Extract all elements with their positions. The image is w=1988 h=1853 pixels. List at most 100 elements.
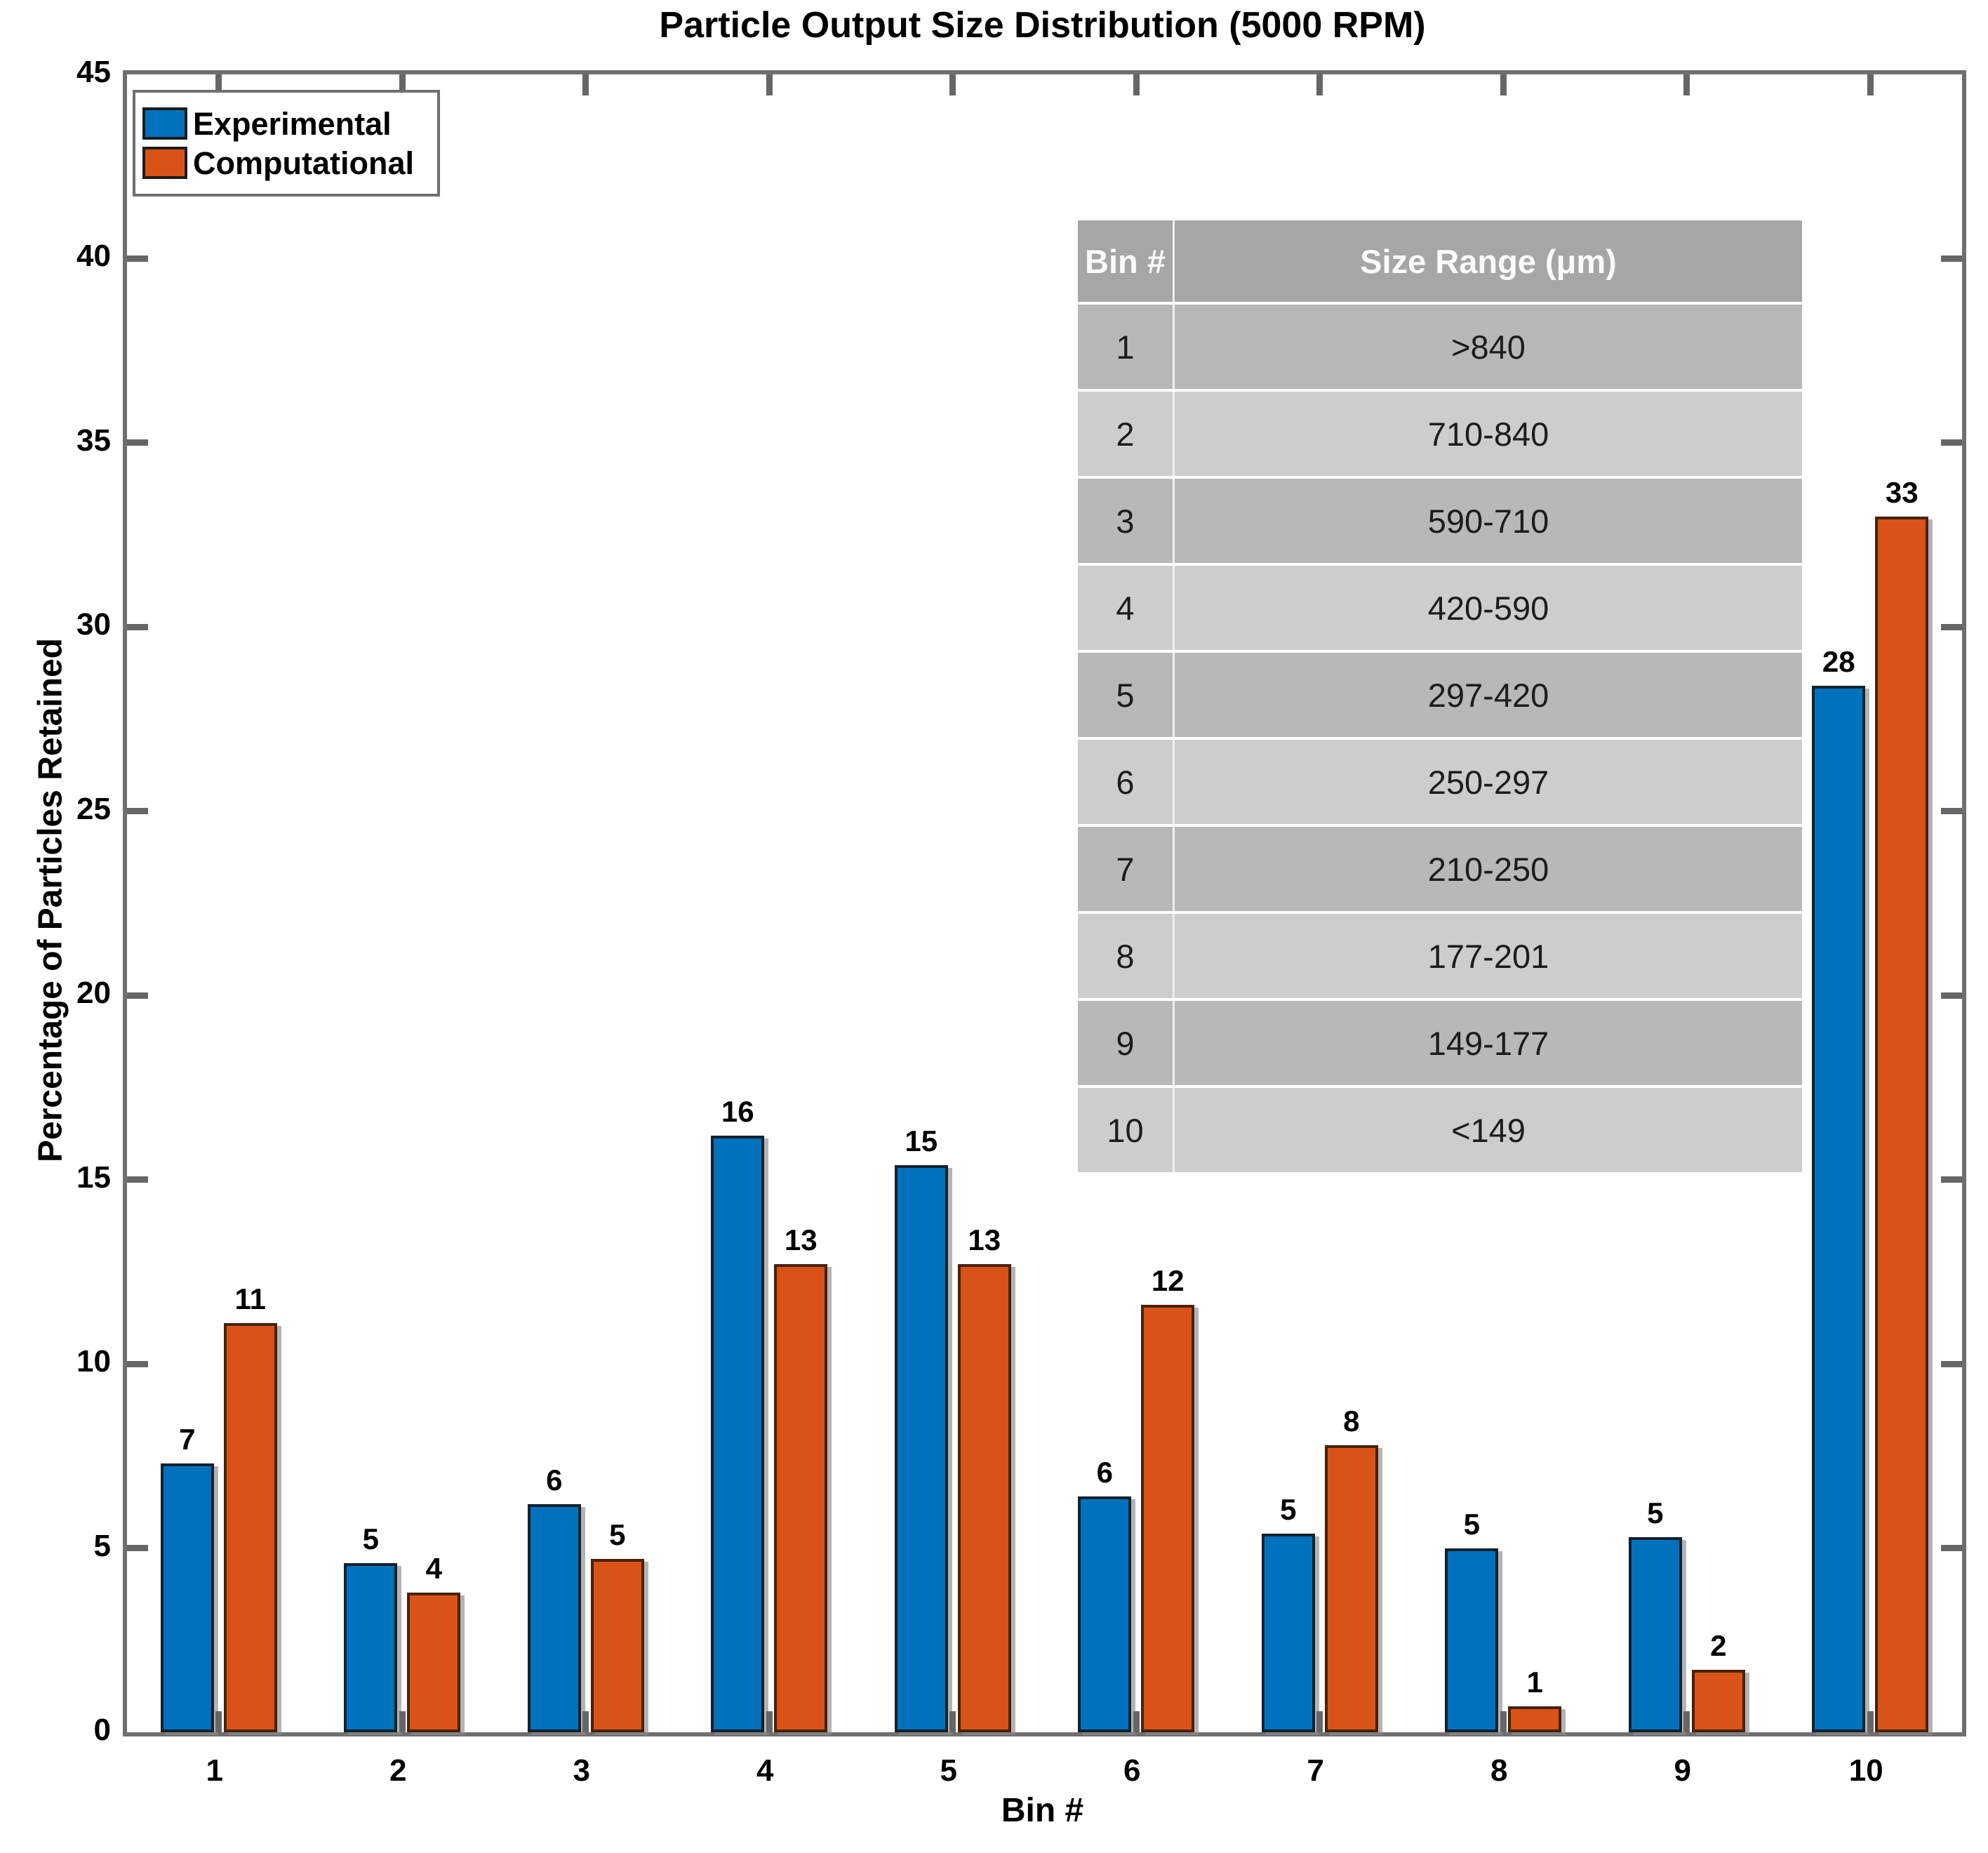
x-tick-label-9: 9 (1674, 1753, 1691, 1788)
x-tick-top-1 (215, 74, 222, 95)
x-tick-top-3 (582, 74, 589, 95)
bar-computational-bin-6 (1141, 1305, 1195, 1732)
x-tick-top-8 (1500, 74, 1507, 95)
y-tick-left-25 (127, 808, 148, 815)
y-tick-right-5 (1941, 1545, 1962, 1552)
y-tick-left-20 (127, 992, 148, 999)
y-tick-right-15 (1941, 1176, 1962, 1183)
table-cell-bin-number: 8 (1078, 914, 1175, 998)
table-cell-bin-number: 3 (1078, 479, 1175, 563)
table-cell-bin-number: 2 (1078, 392, 1175, 476)
bar-value-computational-bin-10: 33 (1885, 476, 1919, 509)
plot-inner: Experimental Computational Bin # Size Rang… (127, 74, 1962, 1732)
x-tick-bottom-9 (1683, 1711, 1690, 1732)
table-cell-bin-number: 6 (1078, 740, 1175, 824)
x-tick-bottom-1 (215, 1711, 222, 1732)
y-tick-label-25: 25 (76, 791, 111, 826)
x-tick-label-10: 10 (1848, 1753, 1883, 1788)
table-row-bin-3: 3 590-710 (1078, 479, 1802, 563)
bar-computational-bin-1 (223, 1323, 277, 1732)
bar-computational-bin-2 (407, 1593, 461, 1732)
bar-value-experimental-bin-8: 5 (1463, 1508, 1480, 1541)
bar-value-experimental-bin-1: 7 (179, 1423, 196, 1456)
legend-swatch-experimental (142, 107, 187, 140)
bar-value-experimental-bin-2: 5 (362, 1522, 379, 1555)
y-tick-right-35 (1941, 439, 1962, 446)
legend-swatch-computational (142, 147, 187, 179)
y-tick-right-10 (1941, 1360, 1962, 1367)
bar-value-computational-bin-9: 2 (1710, 1629, 1727, 1662)
bar-value-computational-bin-7: 8 (1343, 1404, 1360, 1437)
y-tick-left-40 (127, 255, 148, 262)
table-header-cell-size-range: Size Range (μm) (1360, 242, 1617, 280)
x-tick-label-1: 1 (206, 1753, 223, 1788)
table-cell-bin-number: 10 (1078, 1088, 1175, 1172)
table-cell-bin-number: 7 (1078, 827, 1175, 911)
x-tick-top-2 (399, 74, 406, 95)
x-tick-label-4: 4 (756, 1753, 774, 1788)
table-cell-size-range: 250-297 (1427, 763, 1549, 801)
bar-computational-bin-5 (957, 1264, 1011, 1732)
bar-value-experimental-bin-7: 5 (1280, 1493, 1297, 1526)
table-row-bin-5: 5 297-420 (1078, 653, 1802, 737)
bar-experimental-bin-1 (160, 1463, 214, 1732)
bar-value-computational-bin-6: 12 (1151, 1264, 1185, 1297)
bar-computational-bin-4 (774, 1264, 828, 1732)
table-cell-size-range: >840 (1451, 328, 1526, 366)
x-axis-label: Bin # (1001, 1792, 1084, 1829)
table-row-bin-2: 2 710-840 (1078, 392, 1802, 476)
table-cell-size-range: 710-840 (1427, 415, 1549, 453)
table-header-cell-bin: Bin # (1078, 220, 1175, 302)
table-row-bin-7: 7 210-250 (1078, 827, 1802, 911)
x-tick-bottom-5 (949, 1711, 956, 1732)
y-tick-right-40 (1941, 255, 1962, 262)
bar-value-computational-bin-2: 4 (425, 1552, 442, 1585)
bar-value-computational-bin-3: 5 (609, 1518, 626, 1551)
table-cell-size-range: 420-590 (1427, 589, 1549, 627)
table-cell-size-range: 210-250 (1427, 850, 1549, 888)
bar-experimental-bin-10 (1812, 686, 1866, 1732)
x-tick-label-6: 6 (1123, 1753, 1141, 1788)
legend-item-computational: Computational (142, 147, 437, 179)
bar-computational-bin-10 (1875, 517, 1929, 1732)
x-tick-top-9 (1683, 74, 1690, 95)
bar-value-experimental-bin-4: 16 (721, 1095, 754, 1128)
table-cell-bin-number: 4 (1078, 566, 1175, 650)
bar-value-experimental-bin-9: 5 (1647, 1496, 1664, 1529)
bar-value-computational-bin-5: 13 (968, 1223, 1001, 1256)
table-row-bin-6: 6 250-297 (1078, 740, 1802, 824)
y-tick-left-35 (127, 439, 148, 446)
x-tick-label-8: 8 (1490, 1753, 1508, 1788)
table-cell-bin-number: 1 (1078, 305, 1175, 389)
y-tick-left-10 (127, 1360, 148, 1367)
table-cell-bin-number: 5 (1078, 653, 1175, 737)
y-tick-label-10: 10 (76, 1344, 111, 1379)
y-tick-left-15 (127, 1176, 148, 1183)
y-tick-label-45: 45 (76, 55, 111, 89)
x-tick-top-4 (766, 74, 773, 95)
x-tick-bottom-3 (582, 1711, 589, 1732)
legend-item-experimental: Experimental (142, 107, 437, 140)
x-tick-bottom-10 (1867, 1711, 1874, 1732)
bar-experimental-bin-8 (1445, 1548, 1499, 1732)
bar-value-experimental-bin-6: 6 (1096, 1456, 1113, 1489)
x-tick-top-7 (1316, 74, 1323, 95)
table-row-bin-9: 9 149-177 (1078, 1001, 1802, 1085)
bar-experimental-bin-5 (894, 1165, 948, 1732)
x-tick-bottom-6 (1133, 1711, 1140, 1732)
x-tick-label-7: 7 (1307, 1753, 1324, 1788)
bar-experimental-bin-7 (1261, 1534, 1315, 1732)
chart-title: Particle Output Size Distribution (5000 … (659, 5, 1426, 46)
bar-computational-bin-7 (1324, 1445, 1378, 1732)
bar-computational-bin-3 (590, 1559, 644, 1732)
y-tick-label-20: 20 (76, 976, 111, 1011)
legend-label-computational: Computational (193, 145, 414, 181)
table-cell-size-range: 590-710 (1427, 502, 1549, 540)
table-row-bin-10: 10 <149 (1078, 1088, 1802, 1172)
x-tick-bottom-2 (399, 1711, 406, 1732)
bar-value-computational-bin-8: 1 (1526, 1666, 1543, 1699)
x-tick-top-5 (949, 74, 956, 95)
y-tick-label-40: 40 (76, 239, 111, 274)
table-row-bin-4: 4 420-590 (1078, 566, 1802, 650)
